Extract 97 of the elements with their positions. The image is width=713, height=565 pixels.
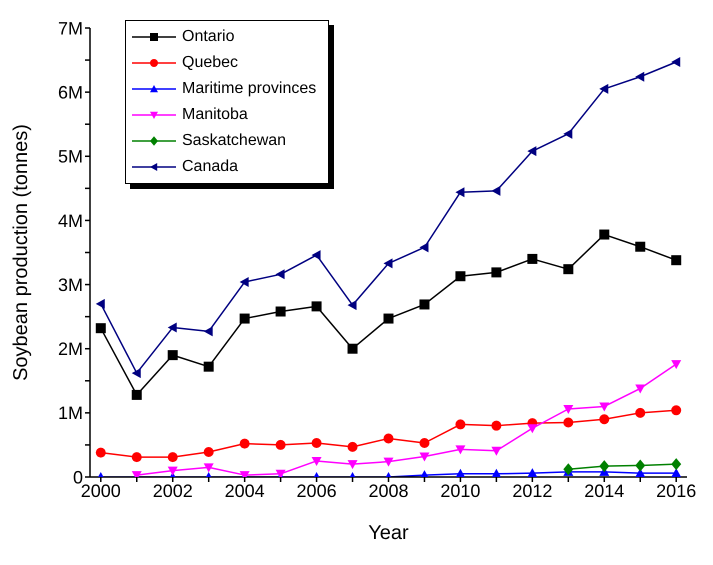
point [455,468,466,477]
point [312,301,322,312]
point [240,438,250,449]
point [491,267,502,278]
point [563,405,574,414]
point [491,186,500,196]
x-tick-label: 2014 [584,480,624,501]
point [635,384,646,394]
point [132,368,141,378]
y-tick-label: 1M [58,403,83,424]
y-tick-label: 7M [58,18,83,38]
point [204,326,213,336]
point [240,277,249,288]
point [599,230,610,240]
point [455,271,466,282]
legend-label: Quebec [182,54,238,72]
point [635,242,646,252]
legend-label: Maritime provinces [182,80,316,98]
x-tick-label: 2000 [80,480,121,501]
point [455,445,466,454]
point [455,187,464,198]
point [96,298,105,309]
point [204,362,214,372]
point [455,419,466,430]
x-tick-label: 2002 [152,480,193,501]
point [168,350,178,360]
point [635,459,646,472]
y-tick-label: 0 [72,467,83,488]
x-tick-label: 2008 [368,480,409,501]
point [671,458,682,470]
point [635,408,646,418]
point [563,128,572,139]
point [96,323,106,334]
point [204,463,214,472]
point [563,417,574,428]
y-tick-label: 4M [58,210,83,231]
point [96,448,106,458]
x-tick-label: 2016 [656,480,696,501]
point [419,299,430,310]
legend-label: Manitoba [182,106,248,124]
y-axis-title: Soybean production (tonnes) [10,124,32,381]
point [132,452,142,462]
point [599,414,610,424]
point [419,438,430,448]
point [671,360,682,370]
y-tick-label: 6M [58,82,83,103]
point [527,468,538,477]
legend-label: Saskatchewan [182,132,286,150]
point [312,456,322,466]
point [599,84,608,94]
point [168,466,178,476]
point [312,438,322,448]
x-tick-label: 2010 [440,480,480,501]
x-tick-label: 2004 [224,480,265,501]
x-axis-title: Year [368,522,410,544]
point [240,314,250,324]
x-tick-label: 2006 [296,480,337,501]
point [419,452,430,462]
point [671,56,680,67]
point [491,446,502,456]
point [671,255,682,266]
point [527,146,536,156]
point [384,434,394,444]
point [491,420,502,431]
point [312,250,321,260]
point [168,452,178,462]
y-tick-label: 5M [58,146,83,167]
y-tick-label: 2M [58,339,83,360]
point [563,264,574,274]
point [384,314,394,324]
point [348,344,358,354]
point [527,424,538,434]
point [276,470,286,477]
x-tick-label: 2012 [512,480,552,501]
point [168,322,177,333]
legend-label: Canada [182,158,238,176]
point [384,258,392,268]
point [527,254,538,264]
point [491,468,502,477]
point [132,390,142,400]
point [635,72,644,82]
point [599,460,610,472]
point [671,405,682,416]
point [348,442,358,452]
point [276,306,286,317]
point [419,242,428,252]
point [348,300,357,310]
point [276,440,286,450]
point [276,269,285,280]
point [384,458,394,467]
point [671,468,682,477]
point [599,402,610,412]
point [348,460,358,470]
legend-label: Ontario [182,28,234,46]
y-tick-label: 3M [58,274,83,295]
point [204,446,214,457]
point [563,463,574,476]
